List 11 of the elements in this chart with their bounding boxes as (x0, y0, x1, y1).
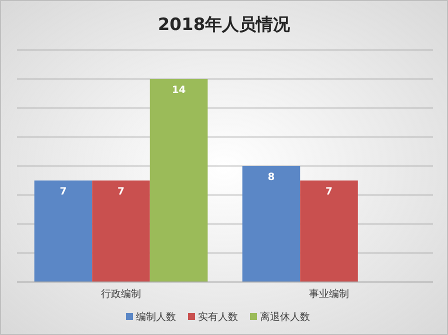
legend-label: 离退休人数 (260, 311, 310, 323)
legend-label: 实有人数 (198, 311, 238, 323)
legend-label: 编制人数 (136, 311, 176, 323)
x-tick-label: 行政编制 (101, 288, 141, 300)
data-label: 14 (172, 85, 186, 96)
x-tick-label: 事业编制 (309, 288, 349, 300)
chart-title: 2018年人员情况 (158, 15, 292, 35)
data-label: 8 (268, 172, 275, 183)
data-label: 7 (118, 186, 125, 198)
data-label: 7 (60, 186, 67, 198)
data-label: 7 (326, 186, 333, 198)
